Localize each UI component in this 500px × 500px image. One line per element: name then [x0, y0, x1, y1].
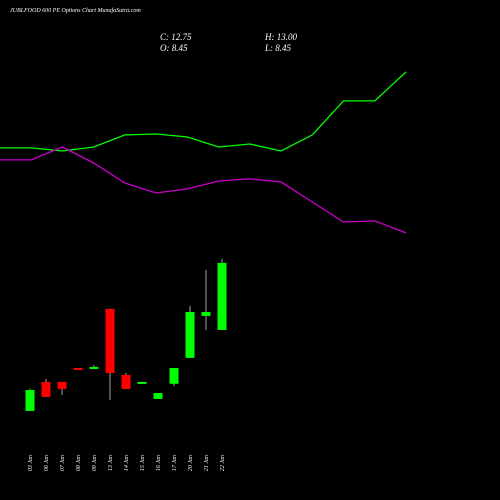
candle-body — [57, 381, 67, 389]
x-tick-label: 16 Jan — [156, 455, 162, 471]
candle-body — [121, 374, 131, 389]
info-close: C: 12.75 — [160, 32, 192, 42]
candle-body — [169, 368, 179, 384]
candle-body — [217, 262, 227, 330]
candle-body — [201, 312, 211, 316]
x-tick-label: 22 Jan — [220, 455, 226, 471]
indicator-line — [0, 146, 407, 234]
x-tick-label: 20 Jan — [188, 455, 194, 471]
candle-body — [25, 390, 35, 411]
candle-body — [137, 381, 147, 384]
candle-body — [185, 312, 195, 358]
x-tick-label: 06 Jan — [44, 455, 50, 471]
candle-body — [105, 308, 115, 374]
candle-body — [41, 381, 51, 397]
chart-title: JUBLFOOD 600 PE Options Chart MunafaSutr… — [10, 7, 141, 14]
x-tick-label: 08 Jan — [76, 455, 82, 471]
x-tick-label: 14 Jan — [123, 455, 130, 471]
x-tick-label: 15 Jan — [140, 455, 146, 471]
x-tick-label: 03 Jan — [28, 455, 34, 471]
indicator-line — [0, 71, 407, 152]
info-high: H: 13.00 — [264, 32, 297, 42]
info-low: L: 8.45 — [264, 43, 292, 53]
x-tick-label: 17 Jan — [172, 455, 178, 471]
x-tick-label: 13 Jan — [108, 455, 114, 471]
info-open: O: 8.45 — [160, 43, 188, 53]
candle-body — [153, 392, 163, 399]
candle-body — [73, 368, 83, 371]
candle-body — [89, 366, 99, 369]
x-tick-label: 09 Jan — [92, 455, 98, 471]
x-tick-label: 21 Jan — [204, 455, 210, 471]
x-tick-label: 07 Jan — [60, 455, 66, 471]
